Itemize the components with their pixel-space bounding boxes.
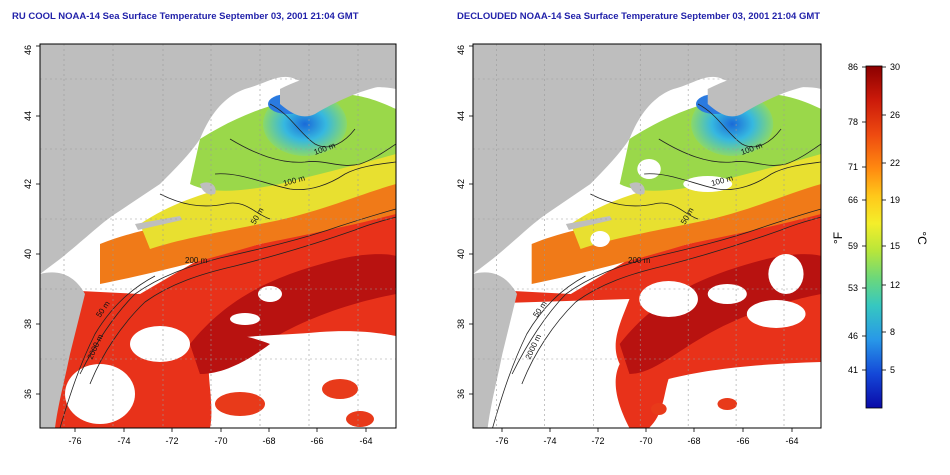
- lat-tick: 36: [456, 389, 466, 399]
- right-y-axis: [469, 45, 473, 395]
- lon-tick: -74: [543, 436, 556, 446]
- fahrenheit-tick: 46: [848, 331, 858, 341]
- celsius-unit: °C: [915, 231, 929, 245]
- fahrenheit-tick: 53: [848, 283, 858, 293]
- celsius-tick: 12: [890, 280, 900, 290]
- lon-tick: -70: [214, 436, 227, 446]
- lat-tick: 46: [23, 45, 33, 55]
- colorbar: 86 78 71 66 59 53 46 41 30 26 22 19 15 1…: [831, 62, 929, 409]
- celsius-tick: 15: [890, 241, 900, 251]
- celsius-tick: 8: [890, 327, 895, 337]
- fahrenheit-tick: 71: [848, 162, 858, 172]
- left-x-tick-labels: -76 -74 -72 -70 -68 -66 -64: [68, 436, 372, 446]
- left-y-tick-labels: 36 38 40 42 44 46: [23, 45, 33, 399]
- celsius-tick: 19: [890, 195, 900, 205]
- left-map: [39, 43, 397, 429]
- lat-tick: 42: [23, 179, 33, 189]
- lon-tick: -66: [310, 436, 323, 446]
- panel-left-title: RU COOL NOAA-14 Sea Surface Temperature …: [12, 11, 359, 22]
- lat-tick: 44: [23, 111, 33, 121]
- lat-tick: 42: [456, 179, 466, 189]
- lon-tick: -74: [117, 436, 130, 446]
- fahrenheit-tick: 41: [848, 365, 858, 375]
- lon-tick: -70: [639, 436, 652, 446]
- celsius-tick: 22: [890, 158, 900, 168]
- contour-label: 200 m: [185, 256, 208, 265]
- celsius-tick: 5: [890, 365, 895, 375]
- lon-tick: -76: [495, 436, 508, 446]
- lat-tick: 38: [23, 319, 33, 329]
- lat-tick: 46: [456, 45, 466, 55]
- lat-tick: 40: [456, 249, 466, 259]
- lat-tick: 38: [456, 319, 466, 329]
- lon-tick: -64: [785, 436, 798, 446]
- fahrenheit-tick: 86: [848, 62, 858, 72]
- panel-right-title: DECLOUDED NOAA-14 Sea Surface Temperatur…: [457, 11, 821, 22]
- fahrenheit-unit: °F: [831, 232, 845, 244]
- contour-label: 200 m: [628, 256, 651, 265]
- lon-tick: -68: [687, 436, 700, 446]
- right-x-axis: [501, 428, 793, 432]
- lon-tick: -76: [68, 436, 81, 446]
- celsius-tick: 30: [890, 62, 900, 72]
- left-y-axis: [36, 45, 40, 395]
- lat-tick: 36: [23, 389, 33, 399]
- lon-tick: -72: [591, 436, 604, 446]
- lat-tick: 40: [23, 249, 33, 259]
- lon-tick: -72: [165, 436, 178, 446]
- lon-tick: -66: [736, 436, 749, 446]
- lon-tick: -68: [262, 436, 275, 446]
- right-x-tick-labels: -76 -74 -72 -70 -68 -66 -64: [495, 436, 798, 446]
- lat-tick: 44: [456, 111, 466, 121]
- fahrenheit-tick: 78: [848, 117, 858, 127]
- celsius-tick: 26: [890, 110, 900, 120]
- right-y-tick-labels: 36 38 40 42 44 46: [456, 45, 466, 399]
- lon-tick: -64: [359, 436, 372, 446]
- colorbar-gradient: [865, 65, 883, 409]
- right-map: [472, 43, 822, 429]
- fahrenheit-tick: 59: [848, 241, 858, 251]
- left-x-axis: [74, 428, 367, 432]
- fahrenheit-tick: 66: [848, 195, 858, 205]
